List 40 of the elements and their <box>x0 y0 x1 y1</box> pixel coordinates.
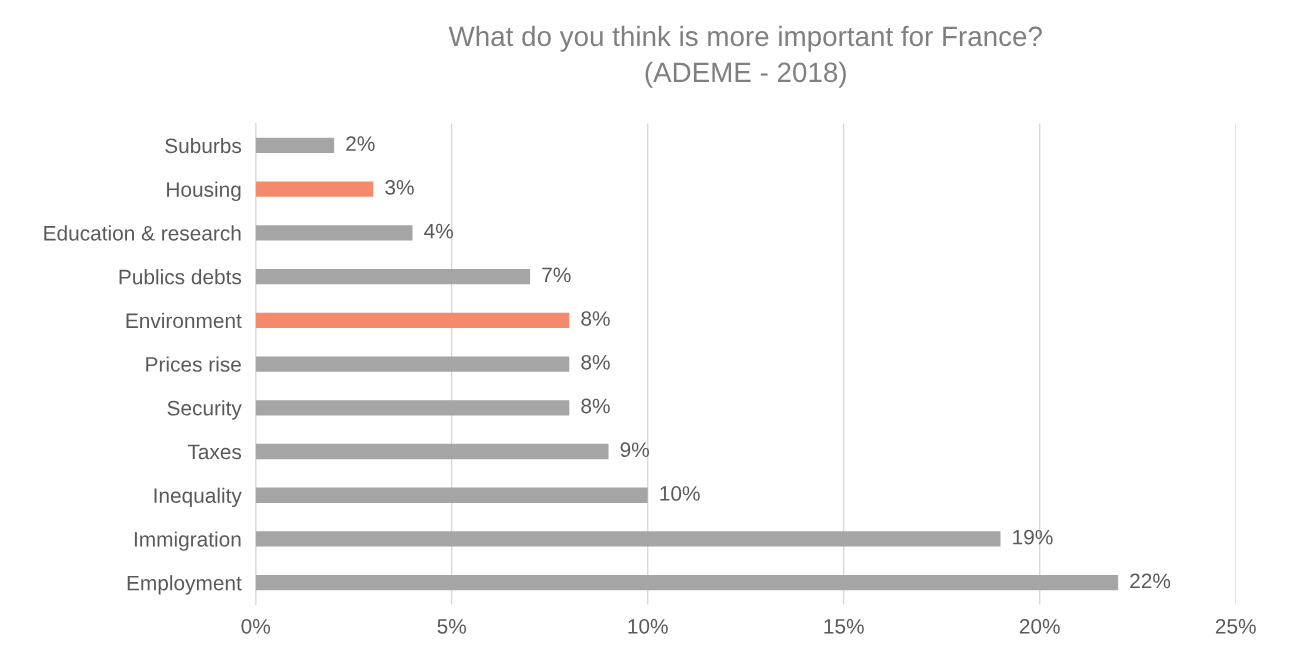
x-tick-label: 5% <box>437 619 467 634</box>
y-tick-label: Suburbs <box>165 137 242 154</box>
bar <box>255 312 570 328</box>
bar <box>255 356 570 372</box>
bar <box>255 531 1001 547</box>
bar <box>255 443 609 460</box>
y-tick-label: Prices rise <box>146 356 241 372</box>
bar <box>255 225 413 241</box>
data-label: 8% <box>581 398 610 414</box>
bar <box>255 487 648 503</box>
chart-title: What do you think is more important for France? (ADEME - 2018) <box>448 25 1042 88</box>
bar <box>255 400 570 416</box>
data-label: 8% <box>581 311 610 326</box>
data-label: 2% <box>346 136 375 151</box>
x-tick-label: 10% <box>628 618 668 634</box>
bar <box>255 181 374 197</box>
bar <box>255 137 335 154</box>
data-label: 8% <box>581 354 610 370</box>
y-tick-label: Environment <box>126 312 242 329</box>
data-label: 7% <box>542 267 571 283</box>
y-tick-label: Inequality <box>154 487 242 508</box>
x-tick-label: 25% <box>1215 618 1256 634</box>
data-label: 22% <box>1130 573 1171 589</box>
x-tick-label: 20% <box>1019 618 1060 634</box>
bar <box>255 268 531 285</box>
x-tick-label: 0% <box>241 618 271 634</box>
data-label: 10% <box>660 486 700 501</box>
y-tick-label: Taxes <box>187 444 242 460</box>
x-tick-label: 15% <box>824 619 864 634</box>
y-tick-label: Immigration <box>134 531 241 551</box>
data-label: 3% <box>385 180 414 195</box>
bar <box>255 575 1119 591</box>
y-tick-label: Education & research <box>44 225 241 241</box>
y-tick-label: Publics debts <box>119 269 242 285</box>
data-label: 9% <box>620 442 649 458</box>
data-label: 4% <box>424 223 453 239</box>
y-tick-label: Employment <box>127 575 242 595</box>
y-tick-label: Housing <box>167 181 241 202</box>
y-tick-label: Security <box>167 400 242 420</box>
data-label: 19% <box>1013 529 1053 545</box>
